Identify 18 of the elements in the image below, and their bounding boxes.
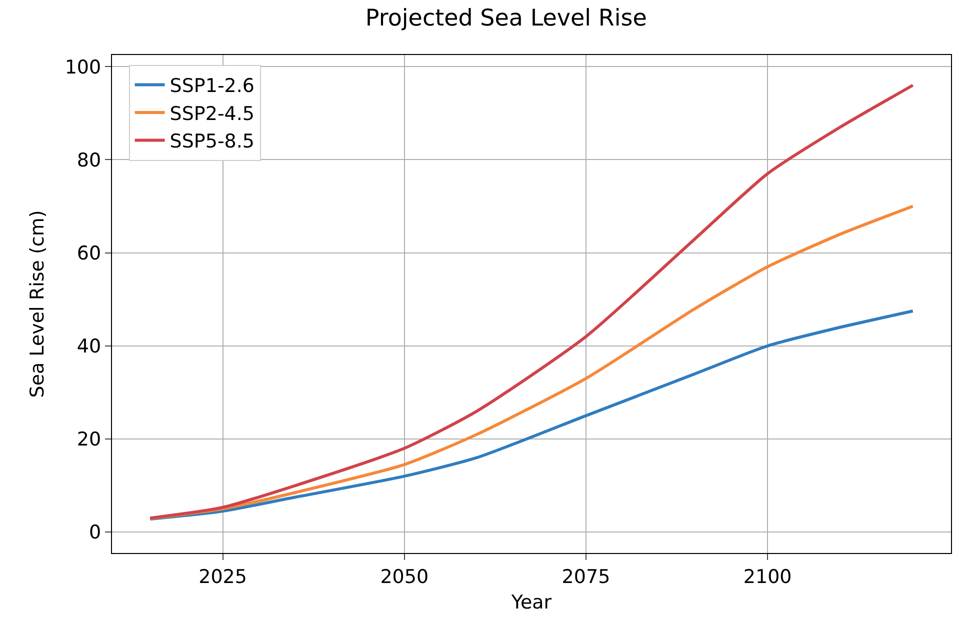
y-tick-label: 100 <box>64 56 102 78</box>
x-tick-label: 2100 <box>743 566 792 588</box>
line-series <box>148 309 914 521</box>
y-tick-label: 80 <box>76 149 102 172</box>
x-tick-label: 2050 <box>380 566 429 588</box>
y-tick-label: 0 <box>89 522 102 544</box>
legend-label: SSP5-8.5 <box>170 130 255 153</box>
y-tick-label: 20 <box>76 428 102 451</box>
legend-label: SSP2-4.5 <box>170 102 255 125</box>
x-tick-label: 2075 <box>562 566 610 588</box>
y-axis-title: Sea Level Rise (cm) <box>26 210 49 398</box>
chart-title: Projected Sea Level Rise <box>365 6 647 32</box>
line-series <box>148 204 914 520</box>
x-axis-title: Year <box>510 592 552 614</box>
x-tick-label: 2025 <box>198 566 247 588</box>
legend-label: SSP1-2.6 <box>170 75 255 98</box>
y-tick-label: 60 <box>76 242 102 264</box>
y-tick-label: 40 <box>76 336 102 358</box>
